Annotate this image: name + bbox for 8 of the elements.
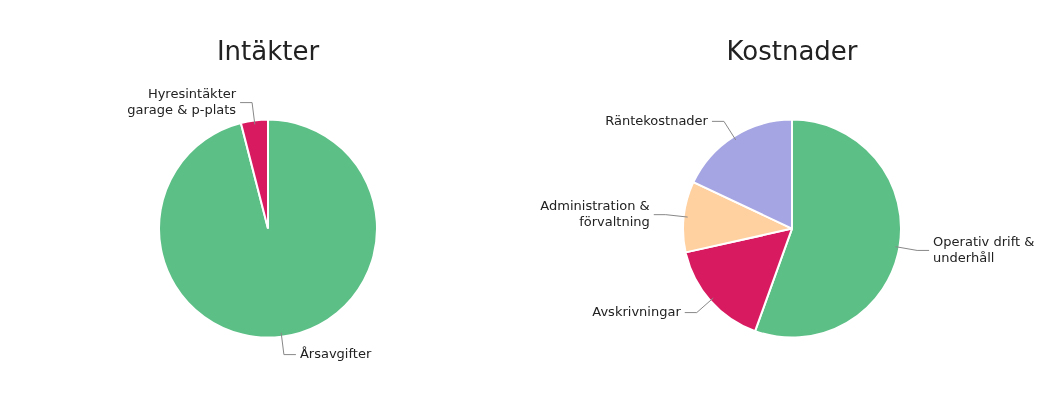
chart-title: Intäkter <box>216 36 320 67</box>
slice-label: Operativ drift & underhåll <box>933 233 1035 265</box>
slice-label: Räntekostnader <box>605 112 709 128</box>
slice-label: Årsavgifter <box>299 345 372 361</box>
slice-label: Avskrivningar <box>592 303 682 319</box>
slice-label: Administration & förvaltning <box>540 198 650 230</box>
chart-title: Kostnader <box>726 36 858 67</box>
slice-label: Hyresintäkter garage & p-plats <box>127 85 237 117</box>
